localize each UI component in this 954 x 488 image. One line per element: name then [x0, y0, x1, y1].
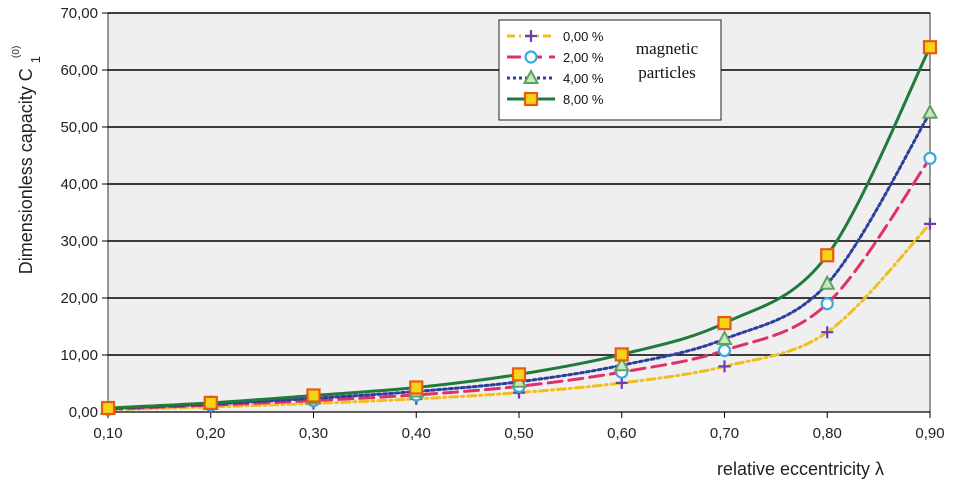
- data-point-s2-5: [613, 356, 630, 372]
- legend-marker-3: [523, 91, 539, 107]
- y-tick-label: 20,00: [60, 290, 98, 307]
- y-tick-label: 50,00: [60, 119, 98, 136]
- data-point-s3-2: [306, 388, 321, 403]
- legend-marker-0: [525, 30, 537, 42]
- data-point-s3-7: [820, 248, 835, 263]
- y-tick-label: 60,00: [60, 62, 98, 79]
- data-point-s2-8: [921, 103, 939, 119]
- y-axis-title-subscript: 1: [28, 56, 43, 63]
- legend-items: 0,00 % 2,00 % 4,00 % 8,00 %: [507, 29, 604, 107]
- x-tick-label: 0,30: [299, 425, 328, 442]
- x-tick-label: 0,20: [196, 425, 225, 442]
- legend-label-0: 0,00 %: [563, 29, 604, 44]
- legend: 0,00 % 2,00 % 4,00 % 8,00 % magnetic partic…: [498, 19, 722, 121]
- data-point-s3-4: [511, 367, 527, 382]
- x-tick-label: 0,10: [93, 425, 122, 442]
- data-point-s0-8: [924, 217, 936, 230]
- grid-lines: [102, 12, 931, 418]
- legend-label-1: 2,00 %: [563, 50, 604, 65]
- y-tick-label: 10,00: [60, 347, 98, 364]
- y-tick-label: 70,00: [60, 5, 98, 22]
- y-tick-label: 0,00: [69, 404, 98, 421]
- y-axis-title-superscript: (0): [11, 46, 22, 58]
- data-point-s1-8: [923, 151, 937, 165]
- x-tick-label: 0,60: [607, 425, 636, 442]
- x-tick-label: 0,70: [710, 425, 739, 442]
- data-point-s0-5: [615, 376, 628, 389]
- marker-layer: [99, 40, 939, 416]
- y-axis-title: Dimensionless capacity C 1 (0): [11, 46, 43, 275]
- legend-note-line-1: magnetic: [636, 39, 699, 58]
- data-point-s0-6: [718, 360, 731, 373]
- data-point-s3-0: [100, 400, 116, 416]
- y-tick-label: 30,00: [60, 233, 98, 250]
- legend-label-3: 8,00 %: [563, 92, 604, 107]
- legend-label-2: 4,00 %: [563, 71, 604, 86]
- data-point-s1-6: [717, 343, 732, 358]
- data-point-s3-8: [922, 40, 938, 55]
- data-point-s0-7: [821, 326, 834, 339]
- data-point-s2-7: [819, 274, 836, 290]
- x-axis-title: relative eccentricity λ: [717, 459, 884, 479]
- y-axis-title-main: Dimensionless capacity C: [16, 68, 36, 274]
- data-point-s3-1: [203, 395, 218, 410]
- x-tick-label: 0,90: [915, 425, 944, 442]
- data-point-s2-6: [716, 329, 733, 346]
- x-tick-label: 0,50: [504, 425, 533, 442]
- x-tick-label: 0,40: [402, 425, 431, 442]
- data-point-s1-7: [820, 297, 834, 311]
- x-tick-label: 0,80: [813, 425, 842, 442]
- legend-note-line-2: particles: [638, 63, 696, 82]
- legend-marker-2: [522, 68, 540, 84]
- data-point-s3-5: [614, 347, 629, 362]
- legend-marker-1: [524, 50, 538, 64]
- y-tick-label: 40,00: [60, 176, 98, 193]
- data-point-s3-3: [409, 380, 424, 395]
- data-point-s3-6: [717, 315, 732, 331]
- tick-labels: 0,00 10,00 20,00 30,00 40,00 50,00 60,00 70,00 0…: [60, 5, 944, 442]
